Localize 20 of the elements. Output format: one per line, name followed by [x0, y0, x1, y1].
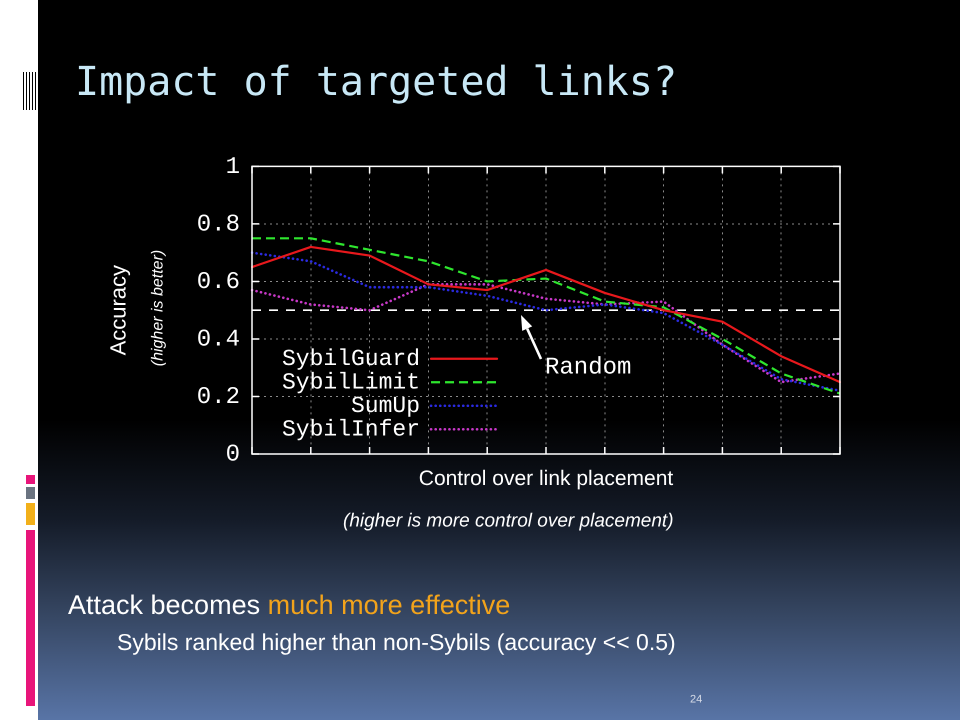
y-tick-label: 0.4	[196, 326, 240, 354]
text: much more effective	[268, 590, 510, 620]
text: 24	[690, 693, 702, 706]
legend-label: SumUp	[351, 392, 420, 419]
y-tick-label: 0	[226, 441, 240, 468]
legend-label: SybilLimit	[282, 369, 420, 396]
y-tick-label: 0.8	[196, 211, 240, 238]
text: Attack becomes	[68, 590, 260, 620]
text: Sybils ranked higher than non-Sybils (accuracy << 0.5)	[117, 629, 676, 656]
x-axis-title: Control over link placement	[418, 467, 674, 490]
text: (higher is more control over placement)	[343, 510, 674, 532]
text: (higher is better)	[149, 250, 166, 366]
y-axis-title: Accuracy	[105, 264, 130, 356]
legend-label: SybilGuard	[282, 346, 420, 372]
chart-title: Impact of targeted links?	[75, 58, 678, 106]
y-tick-label: 0.6	[196, 268, 240, 296]
ref-line-label: Random	[545, 354, 632, 382]
y-tick-label: 0.2	[196, 384, 240, 411]
legend-label: SybilInfer	[282, 416, 420, 442]
y-tick-label: 1	[226, 154, 240, 181]
